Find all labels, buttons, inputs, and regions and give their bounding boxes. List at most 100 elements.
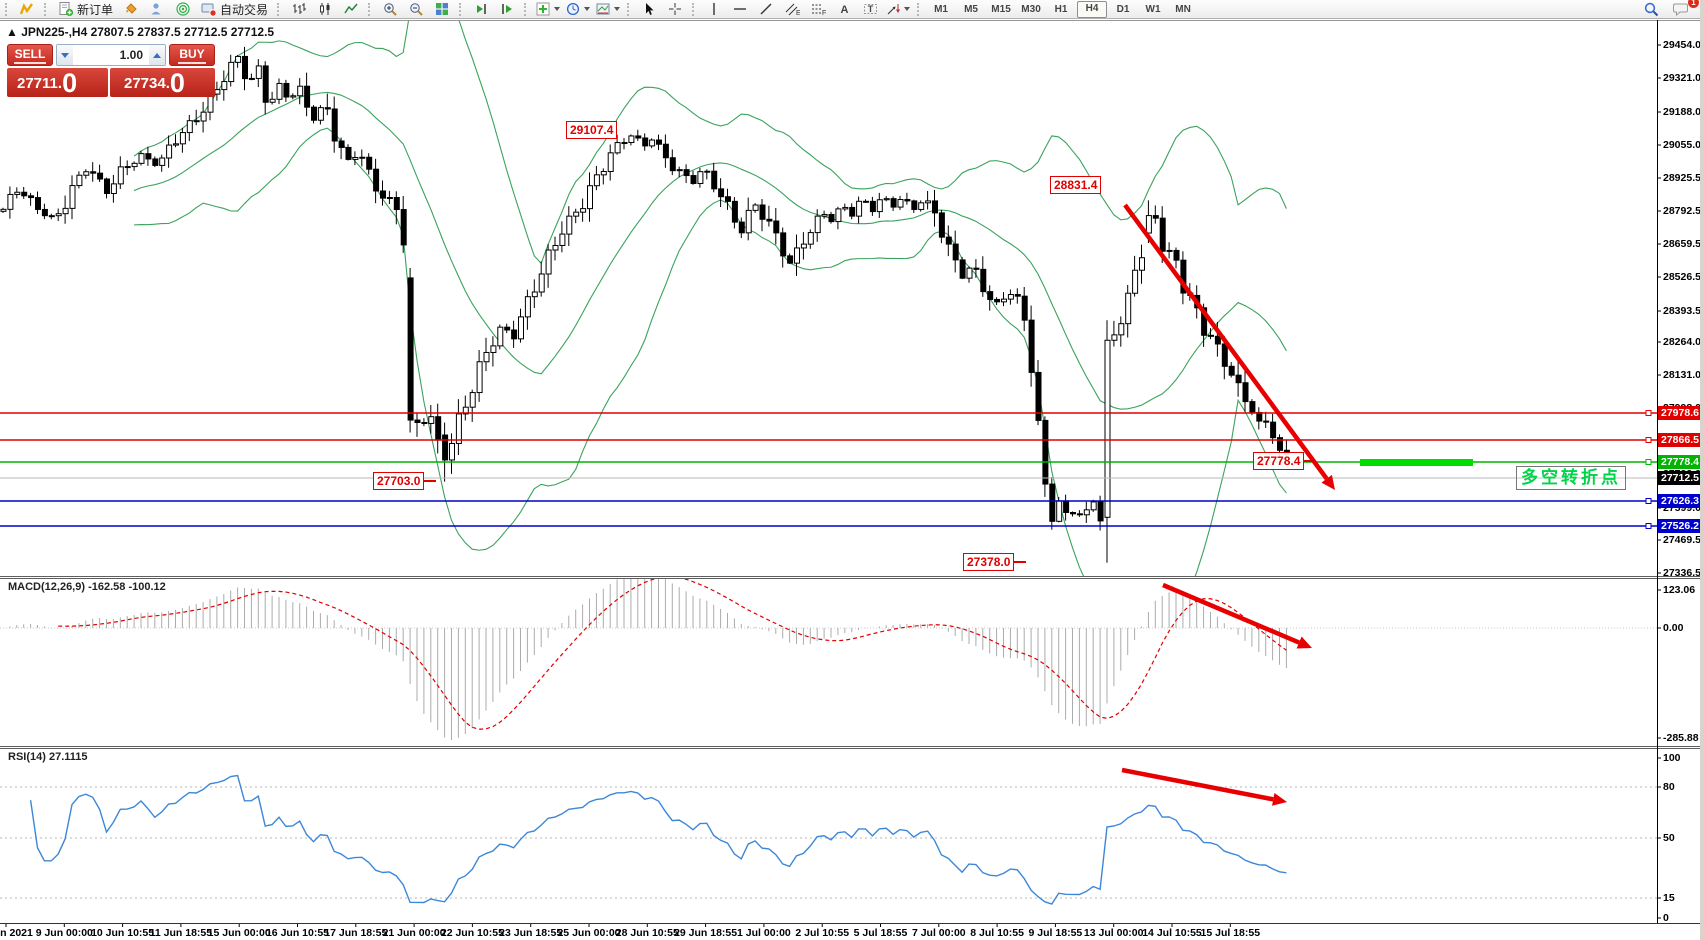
svg-text:E: E: [796, 10, 800, 16]
candlestick-chart-button[interactable]: [313, 1, 337, 18]
timeframe-w1[interactable]: W1: [1145, 3, 1161, 15]
notifications-button[interactable]: 1: [1669, 0, 1699, 18]
trend-arrows[interactable]: [1121, 203, 1335, 806]
volume-input[interactable]: 1.00: [119, 48, 143, 62]
price-callout-label[interactable]: 29107.4: [566, 121, 618, 139]
svg-text:22 Jun 10:55: 22 Jun 10:55: [441, 927, 504, 939]
autotrade-label: 自动交易: [220, 2, 269, 17]
svg-text:T: T: [867, 4, 873, 14]
trendline-tool[interactable]: [754, 1, 778, 18]
price-callout-label[interactable]: 27378.0: [963, 553, 1027, 571]
svg-text:27866.5: 27866.5: [1661, 434, 1699, 446]
templates-button[interactable]: [594, 1, 622, 18]
horizontal-line-tool[interactable]: [728, 1, 752, 18]
buy-button[interactable]: BUY: [169, 44, 215, 66]
svg-text:27526.2: 27526.2: [1661, 520, 1699, 532]
price-callout-label[interactable]: 28831.4: [1050, 176, 1102, 194]
svg-text:28925.5: 28925.5: [1663, 172, 1701, 184]
svg-text:F: F: [822, 10, 826, 16]
svg-text:15 Jul 18:55: 15 Jul 18:55: [1201, 927, 1261, 939]
arrows-caret-icon: [904, 7, 911, 11]
bar-chart-icon: [293, 3, 307, 14]
profile-icon: [151, 3, 161, 15]
svg-text:28659.5: 28659.5: [1663, 238, 1701, 250]
svg-text:15: 15: [1663, 892, 1675, 904]
auto-scroll-button[interactable]: [469, 1, 493, 18]
zoom-out-button[interactable]: [404, 1, 428, 18]
svg-text:9 Jun 00:00: 9 Jun 00:00: [36, 927, 93, 939]
svg-text:0: 0: [1663, 912, 1669, 924]
indicators-button[interactable]: [534, 1, 562, 18]
line-chart-button[interactable]: [339, 1, 363, 18]
vertical-line-tool[interactable]: [702, 1, 726, 18]
toolbar-grip: [368, 2, 373, 16]
svg-text:29 Jun 18:55: 29 Jun 18:55: [674, 927, 737, 939]
one-click-trading-panel: SELL 1.00 BUY 27711. 0 27734. 0: [7, 44, 215, 97]
volume-decrease-button[interactable]: [57, 45, 73, 65]
arrows-tool[interactable]: [884, 1, 912, 18]
timeframe-mn[interactable]: MN: [1175, 3, 1191, 15]
timeframe-m1[interactable]: M1: [934, 3, 948, 15]
price-callout-label[interactable]: 27778.4: [1253, 452, 1317, 470]
toolbar: 新订单 自动交易: [0, 0, 1703, 19]
rsi-pane-series: [0, 774, 1657, 905]
pivot-annotation-label[interactable]: 多空转折点: [1516, 466, 1626, 490]
svg-text:27469.5: 27469.5: [1663, 534, 1701, 546]
callout-pointer: [424, 480, 437, 482]
new-order-button[interactable]: 新订单: [54, 1, 117, 18]
sell-price-display[interactable]: 27711. 0: [7, 68, 108, 97]
toolbar-grip: [5, 2, 10, 16]
text-tool[interactable]: A: [832, 1, 856, 18]
fibonacci-tool[interactable]: F: [806, 1, 830, 18]
timeframe-d1[interactable]: D1: [1116, 3, 1130, 15]
autotrade-button[interactable]: 自动交易: [197, 1, 272, 18]
crosshair-tool-button[interactable]: [663, 1, 687, 18]
profiles-button[interactable]: [145, 1, 169, 18]
timeframe-m15[interactable]: M15: [991, 3, 1011, 15]
timeframe-h4[interactable]: H4: [1077, 0, 1108, 18]
window-edge: [1700, 0, 1703, 940]
styles-button[interactable]: [119, 1, 143, 18]
vertical-line-icon: [713, 3, 715, 15]
buy-price-display[interactable]: 27734. 0: [110, 68, 215, 97]
search-button[interactable]: [1639, 1, 1663, 18]
svg-text:29454.0: 29454.0: [1663, 39, 1701, 51]
zoom-in-icon: [384, 3, 397, 16]
svg-text:0.00: 0.00: [1663, 622, 1684, 634]
symbol-ohlc-readout: ▲ JPN225-,H4 27807.5 27837.5 27712.5 277…: [6, 25, 275, 39]
chart-canvas[interactable]: 29454.0 29321.0 29188.0 29055.0 28925.5 28792…: [0, 20, 1703, 940]
price-axis[interactable]: 29454.0 29321.0 29188.0 29055.0 28925.5 28792…: [1657, 39, 1703, 924]
cursor-tool-button[interactable]: [637, 1, 661, 18]
periods-button[interactable]: [564, 1, 592, 18]
timeframe-m30[interactable]: M30: [1021, 3, 1041, 15]
toolbar-grip: [692, 2, 697, 16]
channel-tool[interactable]: E: [780, 1, 804, 18]
templates-caret-icon: [614, 7, 621, 11]
tile-windows-button[interactable]: [430, 1, 454, 18]
support-highlight-segment[interactable]: [1360, 459, 1473, 466]
volume-increase-button[interactable]: [149, 45, 165, 65]
zoom-in-button[interactable]: [378, 1, 402, 18]
chat-bubble-icon: [1673, 3, 1688, 16]
bar-chart-button[interactable]: [287, 1, 311, 18]
label-tool[interactable]: T: [858, 1, 882, 18]
template-icon: [596, 3, 610, 15]
timeframe-m5[interactable]: M5: [964, 3, 978, 15]
pane-borders: [0, 20, 1703, 924]
svg-text:28393.5: 28393.5: [1663, 305, 1701, 317]
chart-shift-button[interactable]: [495, 1, 519, 18]
svg-text:21 Jun 00:00: 21 Jun 00:00: [383, 927, 446, 939]
svg-text:28792.5: 28792.5: [1663, 205, 1701, 217]
candlestick-chart-icon: [320, 3, 330, 15]
svg-text:27336.5: 27336.5: [1663, 567, 1701, 579]
timeframe-h1[interactable]: H1: [1054, 3, 1068, 15]
volume-spinner: 1.00: [56, 44, 166, 66]
toolbar-grip: [44, 2, 49, 16]
signals-icon: [176, 2, 190, 16]
signals-button[interactable]: [171, 1, 195, 18]
price-callout-label[interactable]: 27703.0: [373, 472, 437, 490]
sell-button[interactable]: SELL: [7, 44, 53, 66]
horizontal-level-lines[interactable]: [0, 410, 1657, 529]
